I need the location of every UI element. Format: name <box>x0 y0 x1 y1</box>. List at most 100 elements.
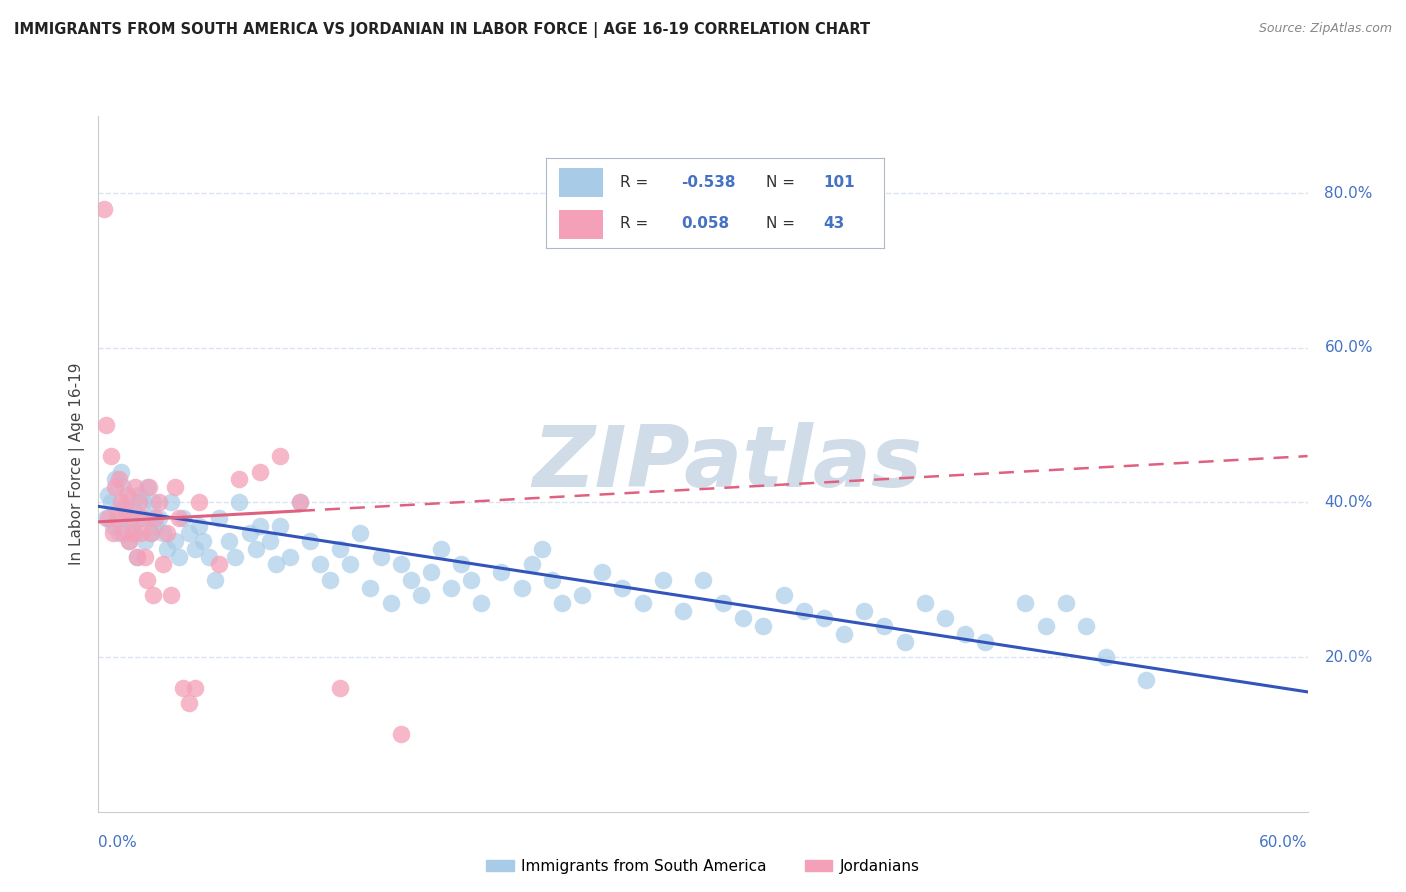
Point <box>264 558 287 572</box>
Point <box>540 573 562 587</box>
Point <box>193 534 215 549</box>
Point <box>399 573 422 587</box>
Point <box>319 573 342 587</box>
Point <box>1054 596 1077 610</box>
Point <box>853 604 876 618</box>
Point <box>139 526 162 541</box>
Point <box>134 534 156 549</box>
Point <box>103 480 125 494</box>
Point <box>752 619 775 633</box>
Point <box>672 604 695 618</box>
Point <box>934 611 956 625</box>
Point <box>953 627 976 641</box>
Point <box>107 472 129 486</box>
Text: 40.0%: 40.0% <box>1324 495 1372 510</box>
Point <box>711 596 734 610</box>
Point <box>309 558 332 572</box>
Point <box>380 596 402 610</box>
Text: 60.0%: 60.0% <box>1260 836 1308 850</box>
Point <box>121 526 143 541</box>
Point <box>360 581 382 595</box>
Point <box>152 526 174 541</box>
Point <box>409 588 432 602</box>
Point <box>612 581 634 595</box>
Point <box>470 596 492 610</box>
Point <box>115 488 138 502</box>
Point <box>450 558 472 572</box>
Point <box>631 596 654 610</box>
Point <box>132 495 155 509</box>
Text: R =: R = <box>620 175 654 190</box>
Point <box>218 534 240 549</box>
Point <box>134 549 156 564</box>
Y-axis label: In Labor Force | Age 16-19: In Labor Force | Age 16-19 <box>69 362 84 566</box>
Point <box>813 611 835 625</box>
Point <box>129 511 152 525</box>
Point <box>172 681 194 695</box>
Point <box>132 511 155 525</box>
Point <box>167 549 190 564</box>
Point <box>389 558 412 572</box>
Point <box>100 495 122 509</box>
Point <box>208 511 231 525</box>
Point <box>772 588 794 602</box>
Point <box>245 541 267 556</box>
Bar <box>560 211 603 239</box>
Point <box>1095 650 1118 665</box>
Text: Source: ZipAtlas.com: Source: ZipAtlas.com <box>1258 22 1392 36</box>
Point <box>97 511 120 525</box>
Point <box>121 503 143 517</box>
Point <box>188 518 211 533</box>
Point <box>288 495 311 509</box>
Point <box>115 495 138 509</box>
Point <box>142 588 165 602</box>
Point <box>288 495 311 509</box>
Point <box>128 488 150 502</box>
Point <box>111 480 134 494</box>
Point <box>97 488 120 502</box>
Point <box>224 549 246 564</box>
Point <box>188 495 211 509</box>
Point <box>249 465 271 479</box>
Point <box>591 565 613 579</box>
Text: -0.538: -0.538 <box>682 175 735 190</box>
Point <box>530 541 553 556</box>
Point <box>96 511 118 525</box>
Point <box>100 449 122 463</box>
Point <box>124 526 146 541</box>
Legend: Immigrants from South America, Jordanians: Immigrants from South America, Jordanian… <box>479 853 927 880</box>
Point <box>370 549 392 564</box>
Point <box>651 573 673 587</box>
Point <box>249 518 271 533</box>
Point <box>101 526 124 541</box>
Point <box>105 511 128 525</box>
Point <box>329 681 352 695</box>
Point <box>135 480 157 494</box>
Bar <box>560 168 603 196</box>
Text: N =: N = <box>766 216 800 231</box>
Point <box>228 495 250 509</box>
Point <box>520 558 543 572</box>
Point <box>139 526 162 541</box>
Point <box>163 480 186 494</box>
Point <box>125 549 148 564</box>
Point <box>733 611 755 625</box>
Text: 60.0%: 60.0% <box>1324 341 1372 355</box>
Point <box>914 596 936 610</box>
Point <box>269 518 291 533</box>
Point <box>120 511 142 525</box>
Point <box>460 573 482 587</box>
Point <box>96 418 118 433</box>
Point <box>198 549 221 564</box>
Point <box>510 581 533 595</box>
Point <box>101 518 124 533</box>
Point <box>1135 673 1157 688</box>
Point <box>974 634 997 648</box>
Point <box>177 526 201 541</box>
Point <box>160 495 183 509</box>
Text: 101: 101 <box>824 175 855 190</box>
Point <box>339 558 361 572</box>
Point <box>125 549 148 564</box>
Text: 80.0%: 80.0% <box>1324 186 1372 201</box>
Point <box>93 202 115 216</box>
